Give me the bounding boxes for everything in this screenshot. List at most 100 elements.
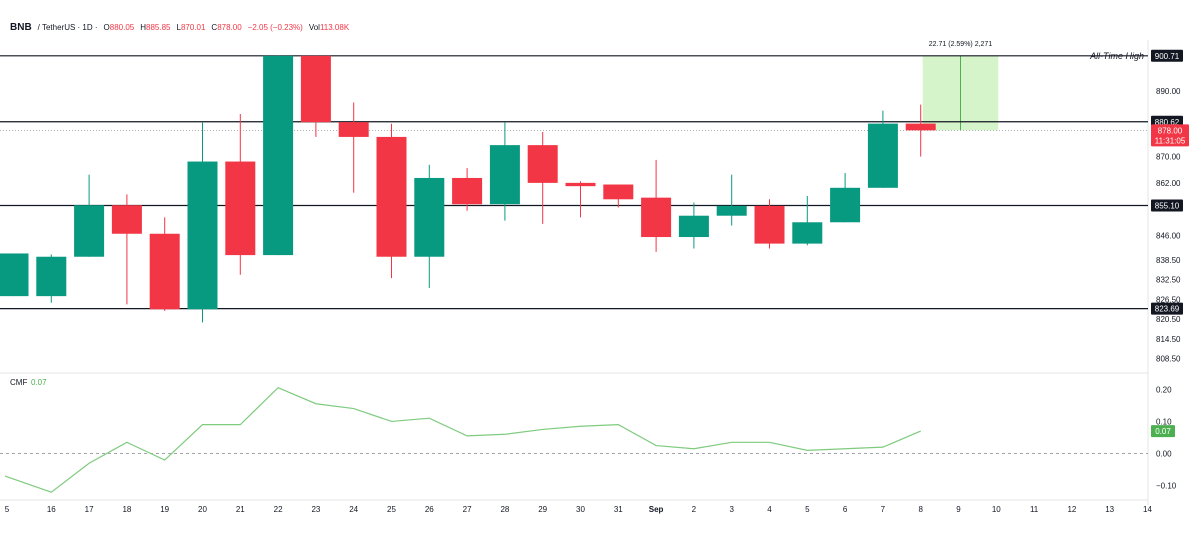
volume-value: 113.08K: [319, 22, 350, 32]
level-tag-label: 900.71: [1155, 52, 1180, 61]
candle: [414, 164, 445, 288]
candle: [338, 102, 369, 193]
time-tick-label: 19: [160, 505, 169, 514]
candle-body: [263, 55, 294, 256]
candle: [867, 110, 898, 188]
price-tick-label: 814.50: [1156, 335, 1181, 344]
time-tick-label: 18: [122, 505, 131, 514]
candle: [187, 122, 218, 323]
candle-body: [74, 205, 105, 257]
time-tick-label: 7: [881, 505, 886, 514]
time-tick-label: 21: [236, 505, 245, 514]
high-label: H: [140, 22, 147, 32]
cmf-value-tag-label: 0.07: [1155, 427, 1171, 436]
candle-body: [754, 205, 785, 244]
candle: [36, 254, 67, 303]
high-value: 885.85: [146, 22, 171, 32]
low-label: L: [176, 22, 181, 32]
time-tick-label: 2: [692, 505, 697, 514]
candle-body: [489, 145, 520, 205]
price-tick-label: 826.50: [1156, 295, 1181, 304]
candle-body: [867, 123, 898, 188]
level-tag: [1151, 199, 1183, 212]
cmf-tick-label: 0.10: [1156, 417, 1172, 426]
time-tick-label: 29: [538, 505, 547, 514]
cmf-tick-label: 0.00: [1156, 450, 1172, 459]
candle: [716, 174, 747, 226]
current-price-tag: [1151, 124, 1189, 147]
candle-body: [187, 161, 218, 310]
time-tick-label: 23: [311, 505, 320, 514]
candle: [527, 131, 558, 224]
time-tick-label: 9: [956, 505, 961, 514]
time-tick-label: 12: [1067, 505, 1076, 514]
candle-body: [716, 205, 747, 216]
level-tag: [1151, 302, 1183, 315]
current-price-label: 878.00: [1158, 126, 1183, 135]
candle: [376, 123, 407, 279]
candle: [225, 113, 256, 275]
candle: [0, 253, 29, 297]
time-tick-label: 3: [729, 505, 734, 514]
price-tick-label: 808.50: [1156, 355, 1181, 364]
candle: [754, 199, 785, 249]
candle: [641, 159, 672, 252]
candle: [111, 194, 142, 305]
candle-body: [414, 177, 445, 257]
candle-body: [376, 136, 407, 257]
candle: [830, 173, 861, 223]
close-label: C: [211, 22, 218, 32]
price-tick-label: 870.00: [1156, 153, 1181, 162]
candle-body: [300, 55, 331, 123]
candle-body: [830, 187, 861, 223]
open-label: O: [103, 22, 110, 32]
change-value: −2.05 (−0.23%): [247, 22, 303, 32]
cmf-current-value: 0.07: [31, 378, 47, 387]
level-tag: [1151, 49, 1183, 62]
candle-body: [0, 253, 29, 297]
time-tick-label: 17: [85, 505, 94, 514]
time-tick-label: 22: [274, 505, 283, 514]
price-tick-label: 820.50: [1156, 315, 1181, 324]
pair-label: / TetherUS · 1D ·: [37, 22, 98, 32]
cmf-tick-label: −0.10: [1156, 482, 1177, 491]
candle: [603, 184, 634, 208]
time-tick-label: 27: [463, 505, 472, 514]
candle: [74, 174, 105, 257]
candle-body: [36, 256, 67, 297]
candle-body: [603, 184, 634, 200]
cmf-value-tag: [1151, 425, 1175, 438]
time-tick-label: 25: [387, 505, 396, 514]
volume-label: Vol: [308, 22, 320, 32]
price-tick-label: 838.50: [1156, 256, 1181, 265]
time-tick-label: 30: [576, 505, 585, 514]
level-tag-label: 823.69: [1155, 305, 1180, 314]
candle-body: [565, 182, 596, 187]
time-tick-label: 13: [1105, 505, 1114, 514]
candle-body: [149, 233, 180, 310]
cmf-tick-label: 0.20: [1156, 385, 1172, 394]
candle-body: [452, 177, 483, 205]
candle-body: [111, 205, 142, 234]
candle: [905, 104, 936, 157]
level-tag-label: 855.10: [1155, 202, 1180, 211]
time-tick-label: 10: [992, 505, 1001, 514]
price-tick-label: 846.00: [1156, 231, 1181, 240]
price-tick-label: 862.00: [1156, 179, 1181, 188]
candle-body: [641, 197, 672, 238]
symbol-label[interactable]: BNB: [10, 21, 32, 33]
candle-body: [338, 122, 369, 137]
time-tick-label: 6: [843, 505, 848, 514]
candle-body: [225, 161, 256, 256]
level-annotation: All-Time High: [1089, 51, 1144, 61]
cmf-line: [4, 386, 921, 493]
candle-body: [905, 123, 936, 131]
open-value: 880.05: [109, 22, 135, 32]
candle: [263, 55, 294, 256]
candle: [489, 122, 520, 221]
time-tick-label: 16: [47, 505, 56, 514]
time-tick-label: 5: [805, 505, 810, 514]
time-tick-label: 14: [1143, 505, 1152, 514]
price-tick-label: 832.50: [1156, 276, 1181, 285]
